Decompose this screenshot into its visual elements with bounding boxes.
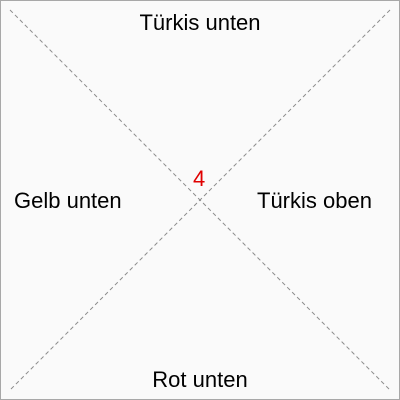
zone-label-left[interactable]: Gelb unten	[14, 188, 122, 213]
zone-label-top[interactable]: Türkis unten	[139, 10, 261, 35]
zone-label-bottom[interactable]: Rot unten	[152, 367, 248, 392]
zone-label-right[interactable]: Türkis oben	[257, 188, 372, 213]
diagonal-line-anti	[9, 9, 391, 391]
center-number: 4	[193, 166, 206, 191]
